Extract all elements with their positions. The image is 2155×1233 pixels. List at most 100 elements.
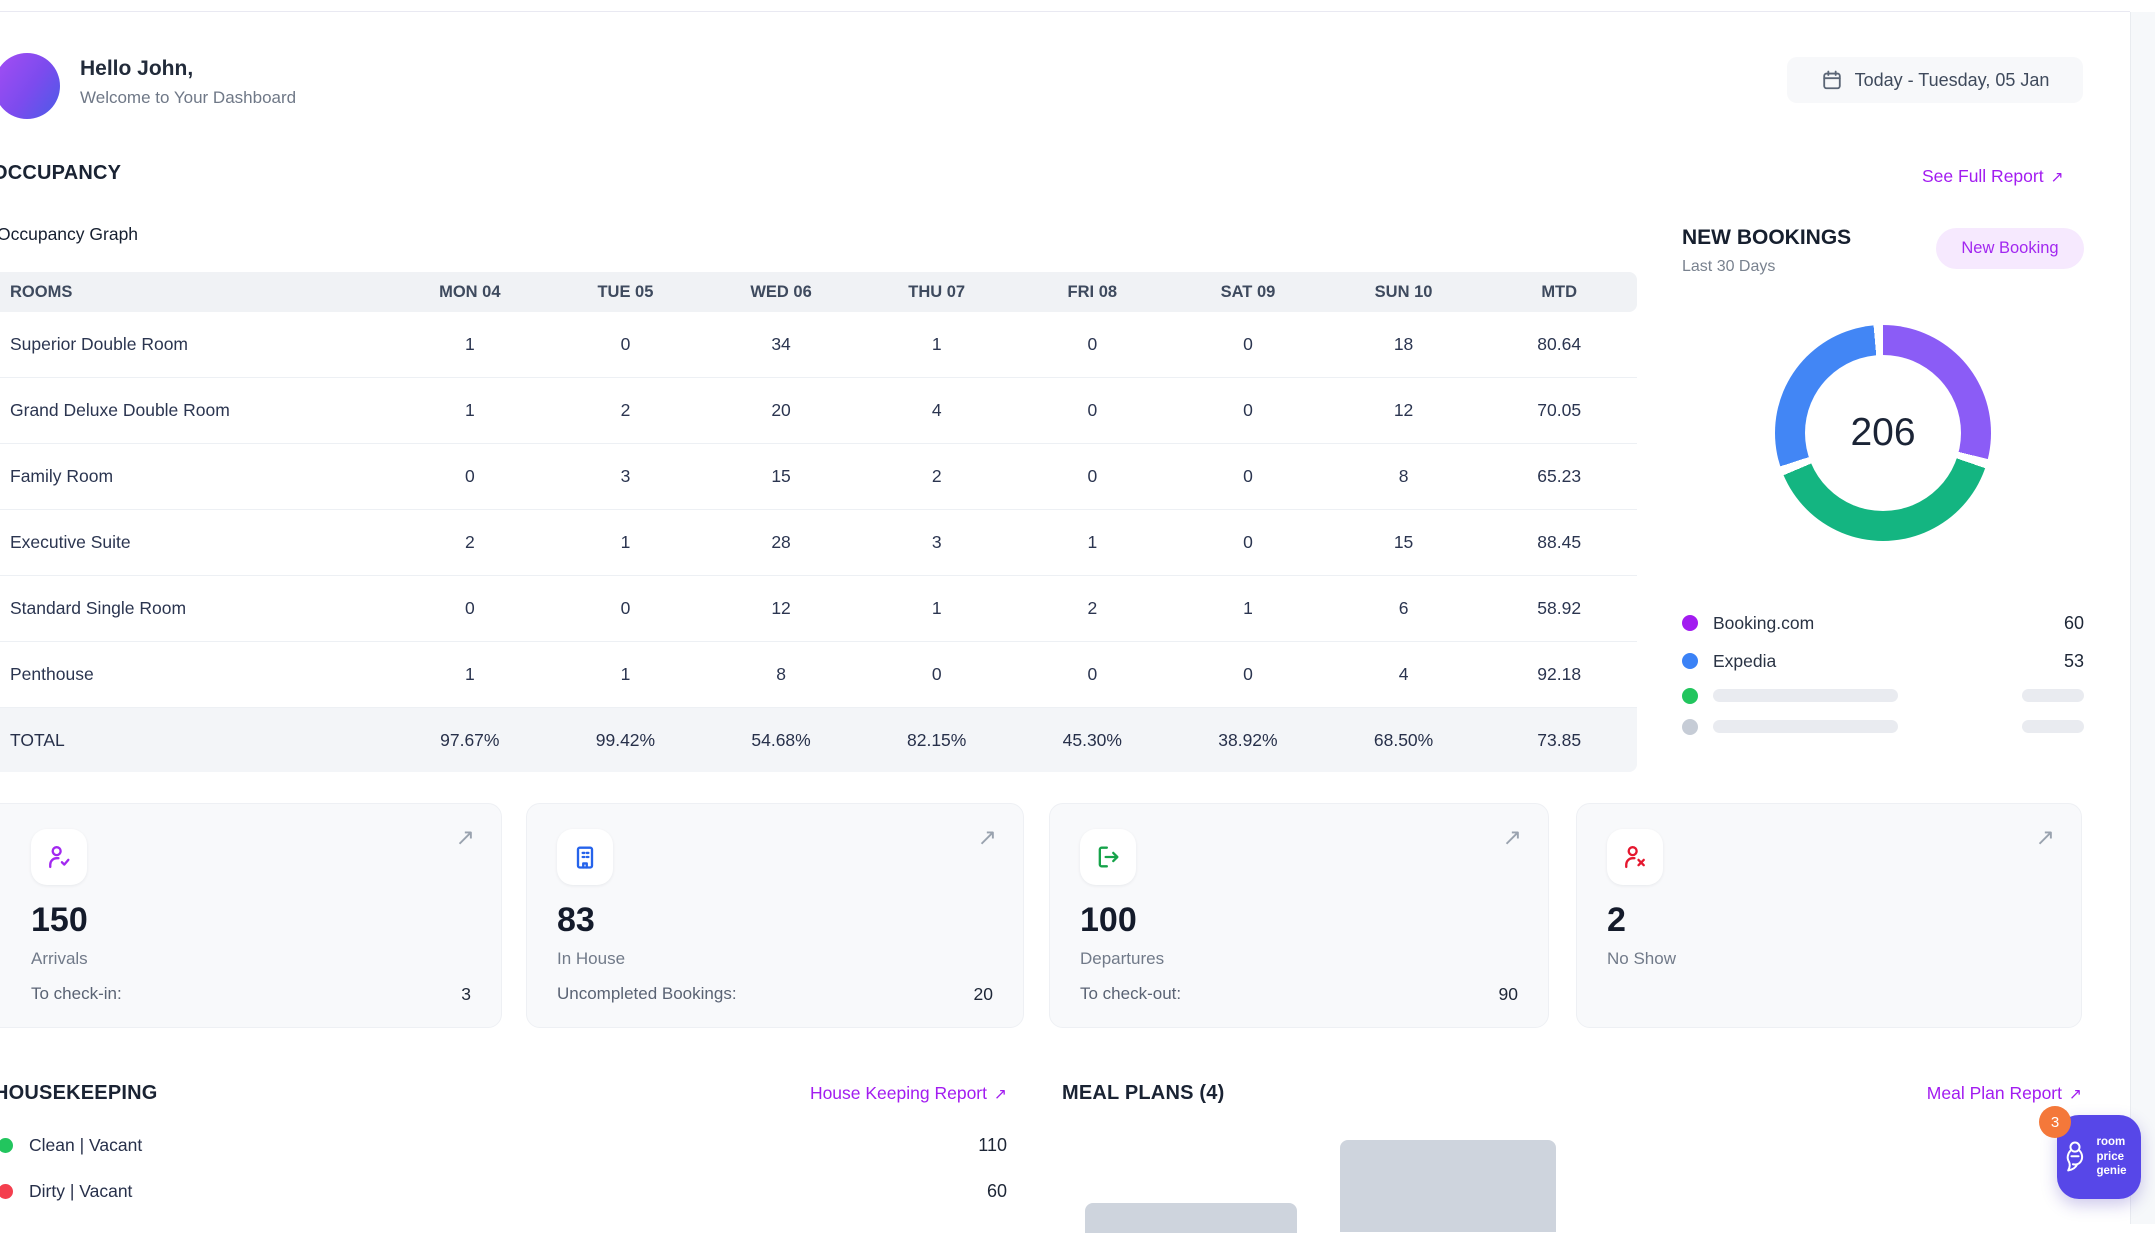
legend-dot xyxy=(1682,653,1698,669)
departures-card[interactable]: 100 Departures ↗ To check-out: 90 xyxy=(1049,803,1549,1028)
arrivals-value: 150 xyxy=(31,901,88,939)
column-header: WED 06 xyxy=(750,282,812,301)
greeting-text: Hello John, xyxy=(80,57,194,80)
cell: 28 xyxy=(771,532,791,552)
cell: 1 xyxy=(620,532,631,552)
cell: 4 xyxy=(931,400,942,420)
building-icon xyxy=(571,843,599,871)
calendar-icon xyxy=(1821,69,1843,91)
cell: 0 xyxy=(1243,532,1253,552)
cell: 0 xyxy=(1087,400,1098,420)
table-row: Grand Deluxe Double Room 1 2 20 4 0 0 12… xyxy=(0,378,1637,444)
cell: 58.92 xyxy=(1537,598,1582,618)
housekeeping-row: Dirty | Vacant 60 xyxy=(0,1174,1007,1208)
cell: 92.18 xyxy=(1537,664,1582,684)
external-link-icon[interactable]: ↗ xyxy=(1502,824,1522,850)
cell: 70.05 xyxy=(1537,400,1582,420)
cell: 2 xyxy=(931,466,942,486)
meal-plans-title: MEAL PLANS (4) xyxy=(1062,1082,1225,1104)
card-footer: To check-out: 90 xyxy=(1080,984,1518,1005)
cell: 0 xyxy=(931,664,942,684)
column-header: MON 04 xyxy=(439,282,501,301)
cell: 73.85 xyxy=(1537,729,1582,750)
housekeeping-title: HOUSEKEEPING xyxy=(0,1082,158,1104)
cell: 80.64 xyxy=(1537,334,1582,354)
cell: 1 xyxy=(464,400,475,420)
topbar-divider xyxy=(0,11,2130,12)
departures-value: 100 xyxy=(1080,901,1137,939)
cell: 2 xyxy=(464,532,475,552)
icon-tile xyxy=(31,829,87,885)
occupancy-table-header: ROOMS MON 04 TUE 05 WED 06 THU 07 FRI 08… xyxy=(0,272,1637,312)
meal-plan-report-link[interactable]: Meal Plan Report xyxy=(1927,1083,2082,1104)
cell: 0 xyxy=(620,334,631,354)
legend-dot xyxy=(1682,718,1698,735)
in-house-card[interactable]: 83 In House ↗ Uncompleted Bookings: 20 xyxy=(526,803,1024,1028)
cell: 99.42% xyxy=(595,729,656,750)
status-dot-clean xyxy=(0,1137,13,1153)
cell: 54.68% xyxy=(751,729,811,750)
room-name: Executive Suite xyxy=(10,532,131,552)
new-booking-button[interactable]: New Booking xyxy=(1936,228,2084,269)
room-name: Penthouse xyxy=(10,664,94,684)
arrivals-card[interactable]: 150 Arrivals ↗ To check-in: 3 xyxy=(0,803,502,1028)
arrivals-label: Arrivals xyxy=(31,949,88,968)
cell: 6 xyxy=(1398,598,1409,618)
bookings-total: 206 xyxy=(1850,411,1916,454)
notification-badge[interactable]: 3 xyxy=(2039,1106,2071,1138)
total-label: TOTAL xyxy=(10,729,65,750)
cell: 34 xyxy=(771,334,791,354)
cell: 12 xyxy=(771,598,791,618)
cell: 97.67% xyxy=(440,729,500,750)
cell: 2 xyxy=(620,400,631,420)
table-row: Superior Double Room 1 0 34 1 0 0 18 80.… xyxy=(0,312,1637,378)
housekeeping-row: Clean | Vacant 110 xyxy=(0,1128,1007,1162)
cell: 4 xyxy=(1398,664,1409,684)
icon-tile xyxy=(557,829,613,885)
vertical-scrollbar[interactable] xyxy=(2130,12,2155,1224)
avatar[interactable] xyxy=(0,53,60,119)
column-header: MTD xyxy=(1541,282,1578,301)
cell: 68.50% xyxy=(1373,729,1434,750)
footer-value: 90 xyxy=(1498,984,1518,1004)
no-show-card[interactable]: 2 No Show ↗ xyxy=(1576,803,2082,1028)
legend-dot xyxy=(1682,615,1698,631)
skeleton-bar xyxy=(1713,720,1898,733)
cell: 0 xyxy=(1243,664,1253,684)
table-row: Standard Single Room 0 0 12 1 2 1 6 58.9… xyxy=(0,576,1637,642)
genie-lamp-icon xyxy=(2060,1140,2090,1174)
cell: 1 xyxy=(464,334,475,354)
external-link-icon[interactable]: ↗ xyxy=(455,824,475,850)
icon-tile xyxy=(1607,829,1663,885)
column-header: SUN 10 xyxy=(1374,282,1433,301)
housekeeping-label: Dirty | Vacant xyxy=(29,1180,133,1201)
cell: 0 xyxy=(620,598,631,618)
external-link-icon[interactable]: ↗ xyxy=(977,824,997,850)
in-house-label: In House xyxy=(557,949,626,968)
table-row: Family Room 0 3 15 2 0 0 8 65.23 xyxy=(0,444,1637,510)
cell: 12 xyxy=(1393,400,1414,420)
room-price-genie-widget[interactable]: room price genie xyxy=(2057,1115,2141,1199)
cell: 0 xyxy=(1243,334,1253,354)
legend-item-loading xyxy=(1682,711,2084,742)
footer-label: To check-in: xyxy=(31,984,122,1003)
bookings-legend: Booking.com 60 Expedia 53 xyxy=(1682,604,2084,742)
meal-plans-chart-bar xyxy=(1085,1203,1297,1233)
legend-label: Expedia xyxy=(1713,650,1777,671)
external-link-icon[interactable]: ↗ xyxy=(2035,824,2055,850)
footer-label: Uncompleted Bookings: xyxy=(557,984,737,1003)
bookings-donut-chart: 206 xyxy=(1775,325,1991,541)
housekeeping-report-link[interactable]: House Keeping Report xyxy=(810,1083,1007,1104)
housekeeping-header: HOUSEKEEPING House Keeping Report xyxy=(0,1082,1007,1105)
table-row: Executive Suite 2 1 28 3 1 0 15 88.45 xyxy=(0,510,1637,576)
cell: 18 xyxy=(1393,334,1414,354)
cell: 0 xyxy=(464,466,475,486)
cell: 1 xyxy=(931,334,942,354)
date-picker-button[interactable]: Today - Tuesday, 05 Jan xyxy=(1787,57,2083,103)
cell: 3 xyxy=(620,466,631,486)
status-dot-dirty xyxy=(0,1183,13,1199)
in-house-value: 83 xyxy=(557,901,595,939)
see-full-report-link[interactable]: See Full Report xyxy=(1922,166,2064,187)
icon-tile xyxy=(1080,829,1136,885)
user-x-icon xyxy=(1621,843,1649,871)
